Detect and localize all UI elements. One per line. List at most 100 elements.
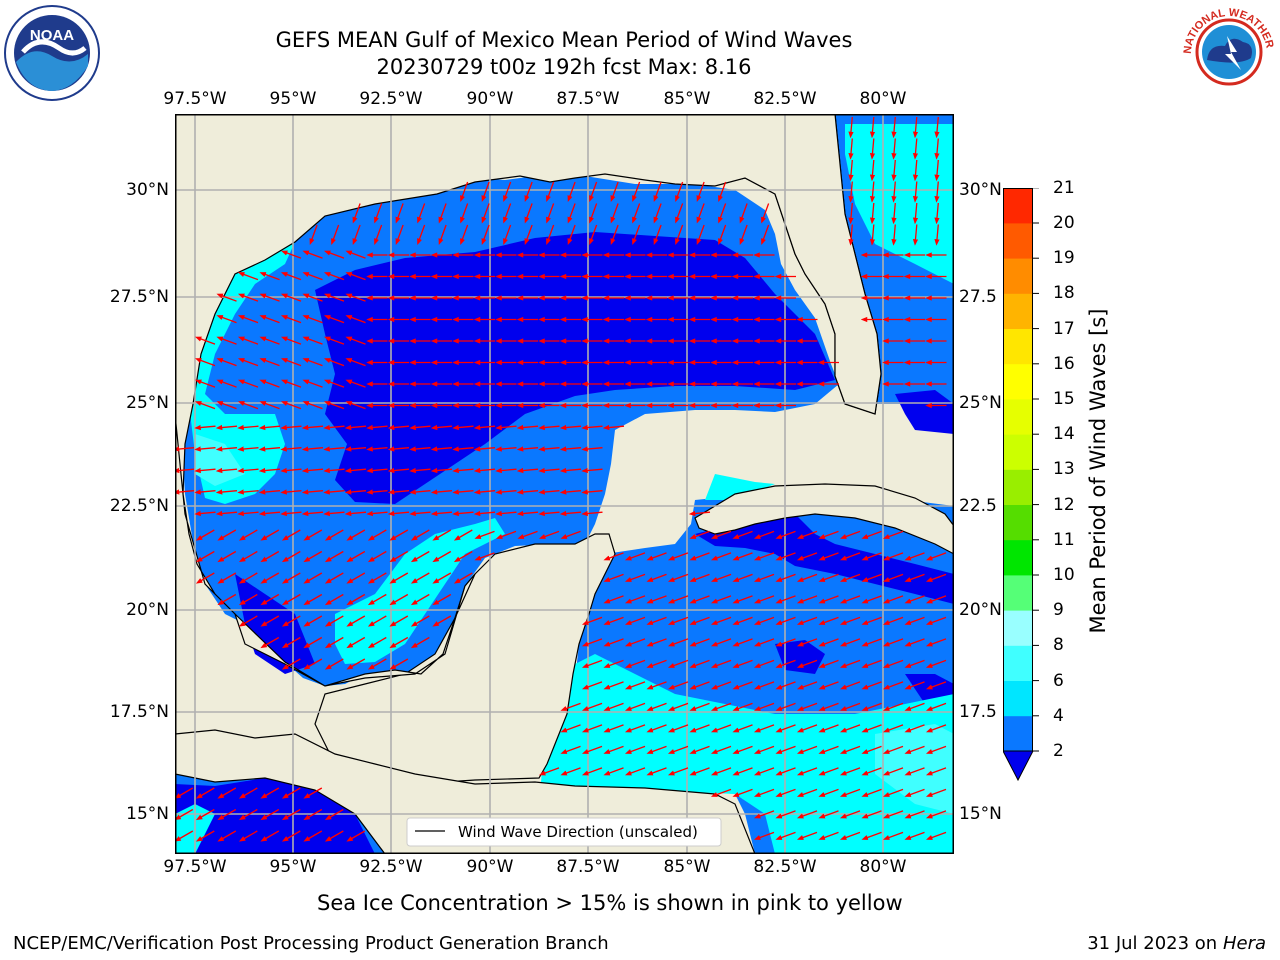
wave-direction-arrow: [904, 595, 925, 604]
wave-direction-arrow: [753, 745, 775, 754]
chart-title: GEFS MEAN Gulf of Mexico Mean Period of …: [275, 28, 853, 52]
wave-direction-arrow: [624, 681, 646, 690]
wave-direction-arrow: [345, 401, 366, 410]
wave-direction-arrow: [215, 446, 238, 452]
latitude-tick-label: 25°N: [126, 393, 169, 413]
wave-direction-arrow: [775, 831, 796, 840]
wave-direction-arrow: [848, 181, 854, 203]
wave-direction-arrow: [796, 831, 818, 840]
wave-direction-arrow: [453, 550, 473, 563]
wave-direction-arrow: [891, 116, 897, 139]
wave-direction-arrow: [430, 446, 453, 452]
wave-direction-arrow: [345, 250, 366, 259]
wave-direction-arrow: [303, 550, 323, 563]
wave-direction-arrow: [818, 659, 839, 668]
wave-direction-arrow: [481, 203, 490, 224]
wave-direction-arrow: [567, 203, 576, 224]
wave-direction-arrow: [452, 467, 474, 474]
wave-direction-arrow: [323, 336, 345, 345]
wave-direction-arrow: [732, 788, 753, 797]
wave-direction-arrow: [775, 552, 796, 561]
wave-direction-arrow: [839, 530, 861, 539]
longitude-tick-label: 80°W: [859, 89, 907, 109]
wave-direction-arrow: [344, 489, 367, 495]
wave-direction-arrow: [260, 572, 280, 584]
map-panel: Wind Wave Direction (unscaled): [175, 114, 954, 854]
wave-direction-arrow: [710, 659, 732, 668]
wave-direction-arrow: [302, 379, 323, 388]
wave-direction-arrow: [302, 293, 323, 302]
wave-direction-arrow: [323, 424, 345, 431]
wave-direction-arrow: [839, 767, 861, 776]
wave-direction-arrow: [559, 424, 582, 431]
wave-direction-arrow: [280, 489, 302, 495]
wave-direction-arrow: [237, 467, 259, 474]
wave-direction-arrow: [796, 681, 818, 690]
wave-direction-arrow: [732, 702, 753, 711]
wave-direction-arrow: [324, 808, 344, 821]
wave-direction-arrow: [324, 572, 344, 584]
wave-direction-arrow: [861, 573, 882, 582]
wave-direction-arrow: [281, 572, 301, 584]
wave-direction-arrow: [366, 489, 388, 495]
wave-direction-arrow: [194, 379, 216, 388]
wave-direction-arrow: [387, 446, 410, 452]
wave-direction-arrow: [581, 724, 603, 733]
wave-direction-arrow: [603, 767, 624, 776]
wave-direction-arrow: [517, 530, 538, 539]
wave-direction-arrow: [861, 745, 882, 754]
wave-direction-arrow: [646, 616, 667, 625]
colorbar-segment: [1003, 645, 1033, 681]
wave-direction-arrow: [194, 358, 216, 367]
latitude-tick-label: 20°N: [959, 600, 1002, 620]
wave-direction-arrow: [869, 116, 876, 139]
wave-direction-arrow: [753, 659, 775, 668]
wave-direction-arrow: [848, 224, 854, 246]
wave-direction-arrow: [934, 224, 940, 246]
wave-direction-arrow: [818, 831, 839, 840]
wave-direction-arrow: [516, 446, 539, 452]
wave-direction-arrow: [430, 467, 453, 474]
wave-direction-arrow: [934, 181, 940, 203]
wave-direction-arrow: [473, 510, 496, 517]
wave-direction-arrow: [345, 272, 366, 281]
wave-direction-arrow: [589, 181, 598, 203]
wave-direction-arrow: [524, 224, 533, 246]
wave-direction-arrow: [882, 767, 904, 776]
wave-direction-arrow: [912, 202, 919, 225]
wave-direction-arrow: [861, 810, 882, 819]
wave-direction-arrow: [891, 159, 897, 182]
wave-direction-arrow: [194, 510, 216, 517]
render-date-text: 31 Jul 2023 on: [1087, 933, 1218, 954]
wave-direction-arrow: [215, 467, 238, 474]
colorbar-tick-label: 16: [1053, 353, 1075, 374]
latitude-tick-label: 17.5: [959, 702, 997, 722]
wave-direction-arrow: [753, 681, 775, 690]
wave-direction-arrow: [302, 250, 323, 259]
wave-direction-arrow: [281, 658, 301, 670]
wave-direction-arrow: [280, 401, 302, 410]
wave-direction-arrow: [237, 272, 259, 281]
wave-direction-arrow: [473, 446, 496, 452]
wave-direction-arrow: [410, 572, 430, 584]
wave-direction-arrow: [280, 379, 302, 388]
wave-direction-arrow: [882, 831, 904, 840]
colorbar-segment: [1003, 434, 1033, 470]
wave-direction-arrow: [882, 595, 904, 604]
wave-direction-arrow: [624, 573, 646, 582]
wave-direction-arrow: [301, 424, 324, 431]
wave-direction-arrow: [689, 573, 710, 582]
wave-direction-arrow: [481, 181, 490, 203]
wave-direction-arrow: [217, 593, 237, 606]
wave-direction-arrow: [474, 530, 495, 539]
wave-direction-arrow: [818, 638, 839, 647]
wave-direction-arrow: [904, 702, 925, 711]
wave-direction-arrow: [653, 181, 662, 203]
wave-direction-arrow: [710, 616, 732, 625]
wave-direction-arrow: [624, 552, 646, 561]
wave-direction-arrow: [323, 250, 345, 259]
wave-direction-arrow: [560, 702, 581, 711]
wave-direction-arrow: [323, 401, 345, 410]
wave-direction-arrow: [216, 379, 237, 388]
wave-direction-arrow: [610, 224, 619, 246]
